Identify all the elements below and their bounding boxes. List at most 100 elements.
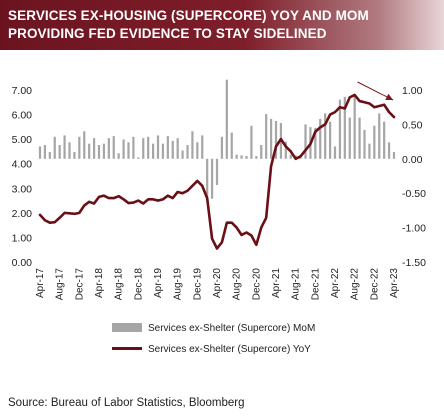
mom-bar — [235, 154, 238, 159]
mom-bar — [137, 157, 140, 159]
mom-bar — [142, 138, 145, 159]
mom-bar — [274, 120, 278, 159]
annotation-arrow-head — [385, 93, 394, 100]
mom-bar — [112, 136, 115, 159]
mom-bar — [333, 146, 337, 159]
mom-bar — [97, 145, 101, 159]
mom-bar — [338, 99, 342, 159]
mom-bar — [117, 153, 120, 159]
mom-bar — [220, 136, 224, 159]
y-right-tick-label: 1.00 — [402, 85, 423, 97]
chart-title-line2: PROVIDING FED EVIDENCE TO STAY SIDELINED — [8, 26, 327, 41]
x-tick-label: Dec-22 — [369, 268, 380, 301]
x-tick-label: Dec-20 — [251, 268, 262, 301]
x-tick-label: Apr-22 — [330, 268, 341, 298]
x-tick-label: Aug-21 — [291, 268, 302, 301]
x-tick-label: Apr-18 — [94, 268, 105, 298]
mom-bar — [58, 145, 61, 159]
mom-bar — [363, 129, 366, 159]
y-right-tick-label: 0.00 — [402, 154, 423, 166]
mom-bar — [260, 145, 263, 159]
x-tick-label: Aug-22 — [350, 268, 361, 301]
mom-bar — [107, 138, 110, 159]
mom-bar — [299, 157, 302, 159]
mom-bar — [319, 118, 322, 159]
mom-bar — [176, 138, 179, 159]
mom-bar — [191, 131, 194, 159]
mom-bar — [343, 96, 346, 159]
mom-bar — [215, 158, 219, 185]
mom-bar — [324, 113, 327, 159]
mom-bar — [102, 143, 106, 159]
mom-bar — [186, 145, 189, 159]
y-left-tick-label: 7.00 — [12, 85, 33, 97]
legend-swatch-mom — [112, 323, 142, 332]
mom-bar — [151, 143, 155, 159]
mom-bar — [83, 131, 86, 159]
mom-bar — [48, 151, 51, 159]
y-right-tick-label: -1.00 — [402, 223, 426, 235]
mom-bar — [314, 127, 317, 159]
mom-bar — [206, 158, 209, 197]
x-tick-label: Apr-17 — [35, 268, 46, 298]
mom-bar — [328, 121, 332, 159]
y-left-tick-label: 3.00 — [12, 183, 33, 195]
mom-bar — [383, 121, 386, 159]
title-banner: SERVICES EX-HOUSING (SUPERCORE) YOY AND … — [0, 0, 444, 50]
mom-bar — [378, 113, 381, 159]
y-right-tick-label: -0.50 — [402, 188, 426, 200]
chart-title-line1: SERVICES EX-HOUSING (SUPERCORE) YOY AND … — [8, 8, 369, 23]
mom-bar — [255, 156, 258, 159]
y-right-tick-label: 0.50 — [402, 119, 423, 131]
x-tick-label: Aug-20 — [232, 268, 243, 301]
chart-legend: Services ex-Shelter (Supercore) MoM Servi… — [112, 323, 315, 355]
yoy-line — [38, 93, 396, 250]
supercore-chart: 0.00 1.00 2.00 3.00 4.00 5.00 6.00 7.00 -1.50 -1.… — [12, 79, 426, 355]
x-tick-label: Dec-18 — [133, 268, 144, 301]
mom-bar — [88, 143, 91, 159]
mom-bar — [156, 135, 160, 159]
mom-bar — [43, 145, 47, 159]
source-note: Source: Bureau of Labor Statistics, Bloo… — [8, 397, 245, 409]
mom-bar — [210, 158, 214, 199]
mom-bar — [368, 143, 371, 159]
mom-bar — [78, 136, 81, 159]
mom-bar — [132, 136, 135, 159]
mom-bar — [284, 141, 287, 159]
mom-bar — [225, 79, 228, 159]
mom-bar — [73, 151, 76, 159]
mom-bar — [392, 151, 396, 159]
mom-bar — [373, 125, 376, 159]
mom-bar — [38, 146, 42, 159]
mom-bar — [230, 132, 233, 159]
mom-bar — [63, 135, 66, 159]
mom-bar — [201, 135, 204, 159]
y-left-tick-label: 2.00 — [12, 208, 33, 220]
mom-bar — [161, 143, 165, 159]
y-left-tick-label: 4.00 — [12, 159, 33, 171]
y-left-tick-label: 6.00 — [12, 110, 33, 122]
x-tick-label: Apr-21 — [271, 268, 282, 298]
x-tick-label: Aug-18 — [114, 268, 125, 301]
x-tick-label: Apr-19 — [153, 268, 164, 298]
mom-bar — [171, 140, 174, 159]
mom-bar — [250, 125, 253, 159]
x-tick-label: Dec-19 — [192, 268, 203, 301]
mom-bar — [68, 142, 71, 159]
mom-bar — [348, 117, 351, 159]
x-tick-label: Apr-23 — [389, 268, 400, 298]
mom-bar — [196, 142, 199, 159]
y-right-tick-label: -1.50 — [402, 257, 426, 269]
mom-bar — [181, 150, 184, 159]
x-tick-label: Dec-17 — [74, 268, 85, 301]
legend-label-yoy: Services ex-Shelter (Supercore) YoY — [148, 344, 311, 355]
mom-bar — [289, 154, 292, 159]
mom-bar — [92, 138, 96, 159]
x-tick-label: Aug-19 — [173, 268, 184, 301]
mom-bar — [122, 139, 125, 159]
x-tick-label: Aug-17 — [55, 268, 66, 301]
mom-bar — [304, 124, 307, 159]
x-tick-label: Dec-21 — [310, 268, 321, 301]
mom-bar — [269, 118, 273, 159]
y-left-tick-label: 0.00 — [12, 257, 33, 269]
